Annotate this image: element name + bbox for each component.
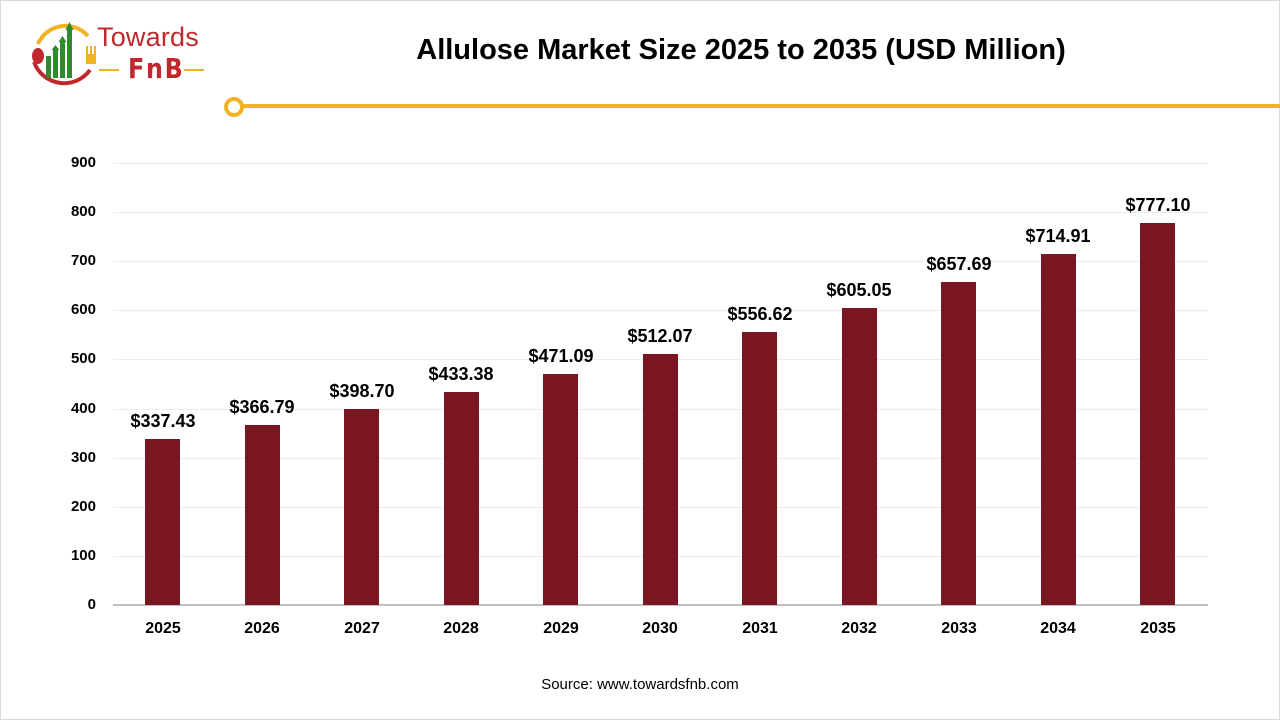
bar-2031 [742,332,777,605]
accent-divider [242,104,1280,108]
brand-dash-left [99,69,119,71]
x-axis-tick-label: 2030 [642,620,678,637]
bar-2034 [1041,254,1076,605]
x-axis-tick-label: 2032 [841,620,877,637]
source-note: Source: www.towardsfnb.com [541,676,739,693]
bar-2027 [344,409,379,605]
x-axis-tick-label: 2033 [941,620,977,637]
gridline [113,163,1208,164]
bar-2026 [245,425,280,605]
x-axis-tick-label: 2031 [742,620,778,637]
brand-dash-right [184,69,204,71]
brand-logo [26,18,216,90]
y-axis-tick-label: 900 [70,154,96,171]
bar-value-label: $657.69 [926,254,992,274]
bar-value-label: $398.70 [329,381,395,401]
bar-2028 [444,392,479,605]
bar-2030 [643,354,678,605]
x-axis-tick-label: 2035 [1140,620,1176,637]
bar-2029 [543,374,578,605]
gridline [113,212,1208,213]
bar-value-label: $471.09 [528,346,594,366]
logo-chart-plate-icon [32,22,96,86]
chart-title: Allulose Market Size 2025 to 2035 (USD M… [416,34,1066,66]
brand-name-towards: Towards [97,22,199,52]
x-axis-tick-label: 2027 [344,620,380,637]
x-axis-tick-label: 2025 [145,620,181,637]
x-axis-tick-label: 2029 [543,620,579,637]
bar-value-label: $714.91 [1025,226,1091,246]
x-axis-tick-label: 2028 [443,620,479,637]
y-axis-tick-label: 300 [70,449,96,466]
y-axis-tick-label: 800 [70,203,96,220]
y-axis-tick-label: 400 [70,400,96,417]
bar-value-label: $366.79 [229,397,295,417]
y-axis-tick-label: 100 [70,547,96,564]
bar-value-label: $605.05 [826,280,892,300]
gridline [113,261,1208,262]
bar-value-label: $512.07 [627,326,693,346]
bar-2032 [842,308,877,605]
y-axis-tick-label: 600 [70,301,96,318]
bar-value-label: $433.38 [428,364,494,384]
gridline [113,310,1208,311]
y-axis-tick-label: 500 [70,350,96,367]
bar-value-label: $556.62 [727,304,793,324]
y-axis-tick-label: 0 [87,596,96,613]
y-axis-tick-label: 200 [70,498,96,515]
bar-value-label: $777.10 [1125,195,1191,215]
bar-value-label: $337.43 [130,411,196,431]
bar-2025 [145,439,180,605]
y-axis-tick-label: 700 [70,252,96,269]
bar-2033 [941,282,976,605]
x-axis-line [113,604,1208,606]
x-axis-tick-label: 2034 [1040,620,1076,637]
brand-name-fnb: FnB [128,52,185,85]
bar-2035 [1140,223,1175,605]
x-axis-tick-label: 2026 [244,620,280,637]
